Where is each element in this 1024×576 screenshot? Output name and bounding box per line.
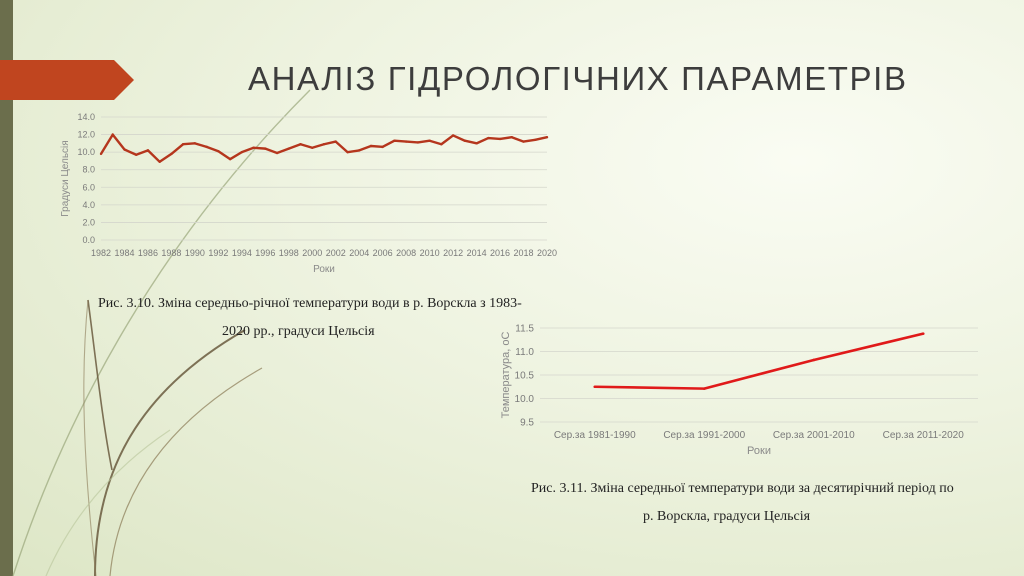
chart1-data-point: [158, 160, 161, 164]
chart2-data-point: [921, 332, 925, 335]
chart1-y-tick-label: 10.0: [77, 147, 95, 157]
chart1-x-tick-label: 2012: [443, 248, 463, 258]
chart1-data-point: [381, 145, 384, 149]
chart1-data-point: [475, 142, 478, 145]
chart2-x-tick-label: Сер.за 1991-2000: [663, 430, 745, 441]
chart1-data-point: [498, 137, 502, 141]
chart1-x-tick-label: 1992: [208, 248, 228, 258]
chart1-x-tick-label: 1990: [185, 248, 205, 258]
chart1-x-tick-label: 2008: [396, 248, 416, 258]
figure-3-11-caption-line1: Рис. 3.11. Зміна середньої температури в…: [531, 481, 954, 496]
chart1-y-tick-label: 12.0: [77, 130, 95, 140]
chart1-data-point: [193, 142, 197, 145]
chart1-data-point: [346, 150, 349, 154]
chart1-y-tick-label: 6.0: [82, 182, 95, 192]
chart1-data-point: [463, 139, 467, 142]
chart1-x-tick-label: 2002: [326, 248, 346, 258]
chart1-x-tick-label: 1998: [279, 248, 299, 258]
chart1-data-point: [135, 153, 138, 156]
chart1-x-tick-label: 1982: [91, 248, 111, 258]
chart1-data-point: [416, 141, 420, 144]
chart1-x-tick-label: 1986: [138, 248, 158, 258]
figure-3-10-caption-line1: Рис. 3.10. Зміна середньо-річної темпера…: [98, 296, 522, 311]
chart1-data-point: [487, 136, 490, 140]
chart1-data-point: [404, 140, 408, 143]
left-sidebar-bar: [0, 0, 13, 576]
chart2-y-tick-label: 10.5: [515, 371, 535, 382]
chart1-data-point: [252, 146, 255, 149]
chart1-data-point: [228, 157, 232, 161]
chart2-y-tick-label: 11.5: [515, 324, 534, 335]
chart1-data-point: [510, 136, 513, 139]
chart1-data-point: [146, 149, 150, 152]
chart1-y-axis-title: Градуси Цельсія: [60, 140, 71, 216]
chart1-y-tick-label: 14.0: [77, 112, 95, 122]
chart1-data-point: [334, 140, 337, 143]
chart1-y-tick-label: 0.0: [82, 235, 95, 245]
chart1-data-point: [522, 140, 525, 143]
chart1-data-point: [393, 139, 396, 142]
chart1-data-point: [170, 152, 173, 156]
chart1-data-point: [545, 136, 549, 139]
chart1-data-point: [440, 143, 443, 146]
chart1-data-point: [111, 133, 114, 136]
title-accent-arrow: [0, 60, 134, 100]
chart2-y-axis-title: Температура, оС: [500, 332, 512, 419]
chart1-data-point: [123, 148, 126, 151]
chart1-data-point: [428, 139, 431, 142]
chart2-x-tick-label: Сер.за 2001-2010: [773, 430, 855, 441]
chart1-data-point: [287, 147, 290, 150]
chart1-x-axis-title: Роки: [313, 264, 335, 275]
chart2-x-tick-label: Сер.за 1981-1990: [554, 430, 636, 441]
chart1-data-point: [240, 150, 244, 154]
chart1-x-tick-label: 2016: [490, 248, 510, 258]
chart2-y-tick-label: 11.0: [515, 347, 534, 358]
chart2-series-line: [594, 332, 924, 390]
chart1-data-point: [322, 143, 326, 146]
chart1-x-tick-label: 2004: [349, 248, 369, 258]
chart1-y-tick-label: 8.0: [82, 165, 95, 175]
chart1-x-tick-label: 1984: [114, 248, 134, 258]
chart1-x-tick-label: 1996: [255, 248, 275, 258]
slide-title: АНАЛІЗ ГІДРОЛОГІЧНИХ ПАРАМЕТРІВ: [248, 60, 908, 97]
chart1-data-point: [534, 138, 537, 142]
chart1-data-point: [275, 151, 279, 155]
chart1-x-tick-label: 2010: [420, 248, 440, 258]
chart1-data-point: [311, 146, 314, 149]
chart1-x-tick-label: 2020: [537, 248, 557, 258]
chart1-data-point: [451, 134, 455, 137]
chart1-data-point: [299, 143, 302, 146]
chart2-data-point: [593, 385, 597, 389]
chart2-y-tick-label: 10.0: [515, 394, 535, 405]
chart1-data-point: [181, 143, 185, 146]
chart1-data-point: [358, 149, 361, 152]
chart1-data-point: [205, 145, 208, 149]
figure-3-11-caption-line2: р. Ворскла, градуси Цельсія: [643, 509, 811, 524]
chart1-data-point: [99, 152, 103, 156]
chart2-data-point: [702, 387, 706, 390]
chart1-x-tick-label: 2018: [514, 248, 534, 258]
chart1-x-tick-label: 2000: [302, 248, 322, 258]
chart2-x-tick-label: Сер.за 2011-2020: [883, 430, 965, 441]
chart1-data-point: [217, 150, 220, 153]
figure-3-10-caption-line2: 2020 рр., градуси Цельсія: [222, 324, 375, 339]
chart1-x-tick-label: 1988: [161, 248, 181, 258]
chart2-x-axis-title: Роки: [747, 445, 771, 457]
chart1-y-tick-label: 4.0: [82, 200, 95, 210]
chart2-data-point: [812, 358, 816, 362]
chart1-x-tick-label: 1994: [232, 248, 252, 258]
chart1-x-tick-label: 2014: [467, 248, 487, 258]
chart1-data-point: [369, 144, 373, 148]
chart2-y-tick-label: 9.5: [520, 418, 534, 429]
chart1-y-tick-label: 2.0: [82, 217, 95, 227]
chart1-x-tick-label: 2006: [373, 248, 393, 258]
chart1-data-point: [264, 147, 267, 150]
